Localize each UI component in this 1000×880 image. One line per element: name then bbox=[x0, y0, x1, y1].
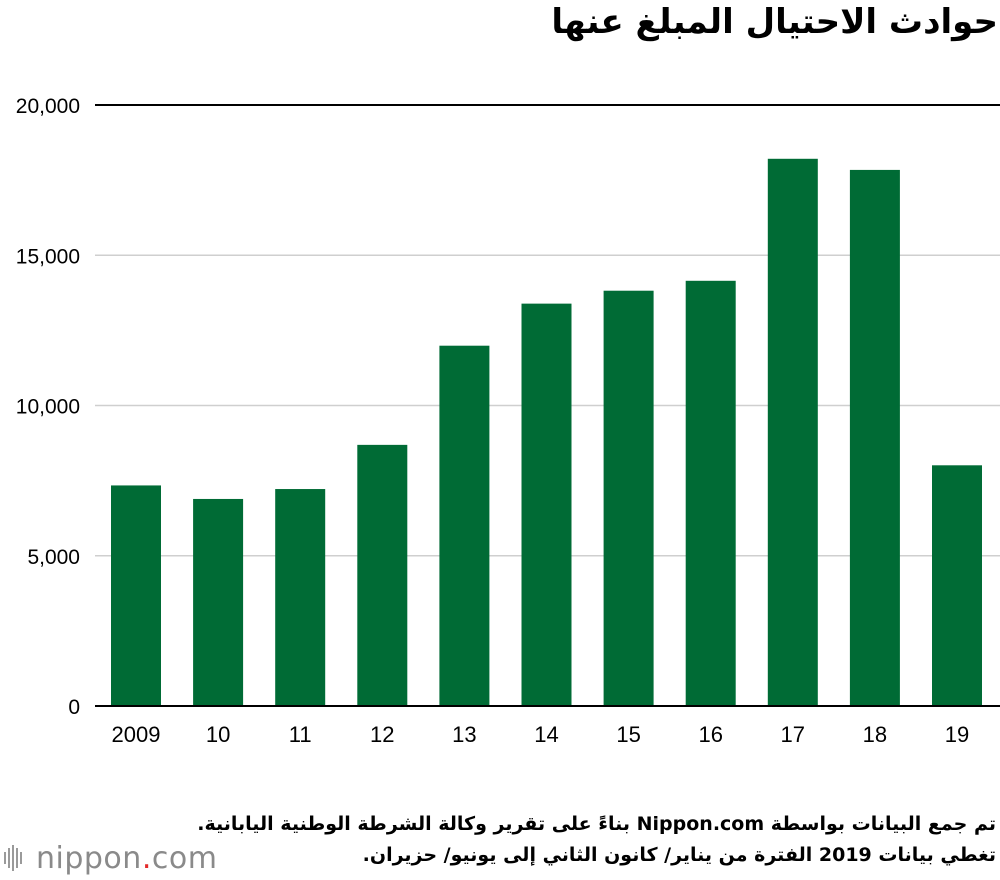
source-note-line-1: تم جمع البيانات بواسطة Nippon.com بناءً … bbox=[197, 813, 996, 835]
bar bbox=[357, 444, 408, 706]
x-tick-label: 13 bbox=[452, 722, 476, 747]
bar bbox=[193, 498, 244, 706]
y-tick-label: 10,000 bbox=[16, 396, 80, 419]
bar-chart: 0 5,000 10,000 15,000 20,000 2009 10 11 12 13 14 1… bbox=[16, 95, 1000, 747]
logo-wordmark: nippon.com bbox=[36, 841, 217, 876]
x-tick-label: 17 bbox=[781, 722, 805, 747]
bar bbox=[849, 169, 900, 706]
source-note-line-2: تغطي بيانات 2019 الفترة من يناير/ كانون … bbox=[362, 844, 996, 866]
y-axis-labels: 0 5,000 10,000 15,000 20,000 bbox=[16, 95, 80, 719]
bars bbox=[111, 158, 982, 707]
nippon-logo-icon bbox=[4, 845, 22, 871]
bar bbox=[111, 485, 161, 706]
x-axis-labels: 2009 10 11 12 13 14 15 16 17 18 19 bbox=[112, 722, 970, 747]
bar bbox=[685, 280, 736, 706]
bar bbox=[275, 489, 326, 706]
logo-suffix: com bbox=[151, 840, 218, 876]
x-tick-label: 14 bbox=[534, 722, 558, 747]
bar bbox=[932, 465, 982, 706]
bar bbox=[521, 303, 572, 706]
y-tick-label: 5,000 bbox=[27, 546, 80, 569]
bar bbox=[767, 158, 818, 707]
logo-dot: . bbox=[141, 840, 152, 876]
x-tick-label: 19 bbox=[945, 722, 969, 747]
x-tick-label: 11 bbox=[289, 722, 312, 747]
x-tick-label: 10 bbox=[206, 722, 230, 747]
nippon-logo[interactable]: nippon.com bbox=[2, 840, 217, 876]
x-tick-label: 12 bbox=[370, 722, 394, 747]
bar bbox=[439, 345, 490, 706]
x-tick-label: 16 bbox=[698, 722, 722, 747]
y-tick-label: 15,000 bbox=[16, 245, 80, 268]
chart-title: حوادث الاحتيال المبلغ عنها bbox=[551, 2, 998, 42]
x-tick-label: 2009 bbox=[112, 722, 161, 747]
y-tick-label: 0 bbox=[68, 696, 80, 719]
x-tick-label: 18 bbox=[863, 722, 887, 747]
logo-word: nippon bbox=[36, 840, 142, 876]
y-tick-label: 20,000 bbox=[16, 95, 80, 118]
x-tick-label: 15 bbox=[616, 722, 640, 747]
source-note: تم جمع البيانات بواسطة Nippon.com بناءً … bbox=[197, 809, 996, 871]
bar bbox=[603, 290, 654, 706]
